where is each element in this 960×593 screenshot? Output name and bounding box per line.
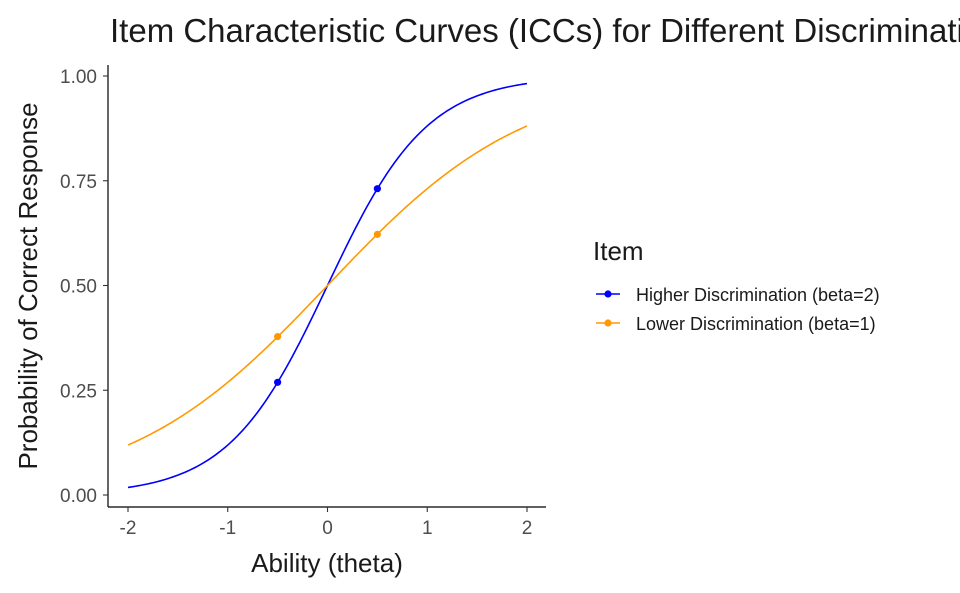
series-points (274, 185, 381, 386)
legend: Item Higher Discrimination (beta=2) Lower… (593, 236, 880, 334)
x-axis-ticks: -2 -1 0 1 2 (120, 507, 533, 539)
y-tick-label: 0.00 (60, 486, 97, 507)
y-tick-label: 1.00 (60, 67, 97, 88)
x-tick-label: 1 (422, 518, 433, 539)
legend-label: Higher Discrimination (beta=2) (636, 285, 880, 305)
x-tick-label: 2 (522, 518, 533, 539)
data-point (373, 185, 381, 193)
legend-title: Item (593, 236, 644, 266)
x-tick-label: -1 (219, 518, 236, 539)
x-tick-label: 0 (322, 518, 333, 539)
x-axis-title: Ability (theta) (251, 548, 403, 578)
legend-entry-1: Higher Discrimination (beta=2) (596, 285, 880, 305)
data-point (274, 333, 282, 341)
y-axis-ticks: 0.00 0.25 0.50 0.75 1.00 (60, 67, 108, 507)
data-point (274, 378, 282, 386)
y-tick-label: 0.75 (60, 172, 97, 193)
y-tick-label: 0.50 (60, 277, 97, 298)
data-point (373, 230, 381, 238)
series-curves (127, 82, 528, 489)
legend-key-point (604, 290, 612, 298)
legend-entries: Higher Discrimination (beta=2) Lower Disc… (596, 285, 880, 334)
chart-title: Item Characteristic Curves (ICCs) for Di… (110, 12, 960, 49)
legend-label: Lower Discrimination (beta=1) (636, 314, 876, 334)
legend-entry-2: Lower Discrimination (beta=1) (596, 314, 876, 334)
x-tick-label: -2 (120, 518, 137, 539)
y-axis-title: Probability of Correct Response (13, 102, 43, 469)
plot-area: 0.00 0.25 0.50 0.75 1.00 -2 -1 0 1 2 (60, 65, 546, 539)
y-tick-label: 0.25 (60, 381, 97, 402)
legend-key-point (604, 319, 612, 327)
series-line-2 (127, 125, 528, 446)
